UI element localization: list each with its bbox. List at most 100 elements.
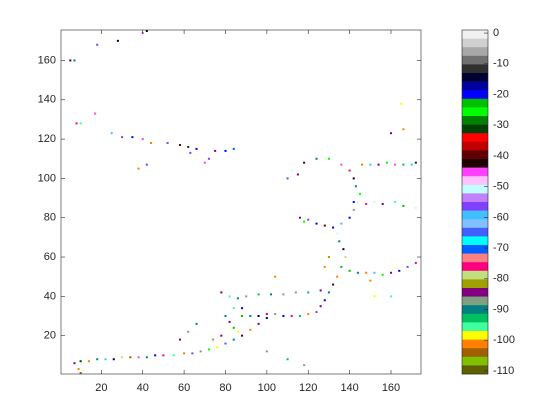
cell	[373, 295, 376, 298]
cell	[232, 147, 235, 150]
colorbar-swatch	[462, 348, 488, 358]
cell	[212, 338, 215, 341]
cell	[121, 136, 124, 139]
cell	[385, 161, 388, 164]
colorbar-tick-label: -110	[493, 365, 514, 377]
cell	[369, 279, 372, 282]
colorbar-tick-label: -100	[493, 334, 515, 346]
cell	[220, 291, 223, 294]
cell	[69, 59, 72, 62]
cell	[77, 368, 80, 371]
cell	[249, 328, 252, 331]
cell	[265, 316, 268, 319]
cell	[131, 136, 134, 139]
colorbar-tick-label: -20	[493, 88, 509, 100]
cell	[241, 315, 244, 317]
cell	[327, 291, 330, 294]
cell	[249, 315, 252, 317]
colorbar-swatch	[462, 219, 488, 229]
cell	[154, 354, 157, 357]
axes-box	[60, 29, 422, 375]
colorbar-swatch	[462, 296, 488, 306]
cell	[332, 283, 335, 286]
cell	[340, 265, 343, 268]
cell	[245, 295, 248, 298]
cell	[402, 163, 405, 166]
y-tick-label: 120	[38, 133, 56, 145]
colorbar-swatch	[462, 81, 488, 91]
cell	[112, 358, 115, 361]
cell	[236, 330, 239, 333]
x-tick-label: 40	[137, 382, 149, 394]
cell	[195, 147, 198, 150]
cell	[178, 338, 181, 341]
cell	[137, 167, 140, 170]
cell	[241, 307, 244, 310]
cell	[286, 177, 289, 180]
colorbar-swatch	[462, 305, 488, 315]
colorbar-swatch	[462, 47, 488, 57]
cell	[402, 204, 405, 207]
x-tick-label: 100	[258, 382, 276, 394]
cell	[356, 271, 359, 274]
cell	[298, 315, 301, 317]
cell	[303, 161, 306, 164]
colorbar-swatch	[462, 159, 488, 168]
colorbar-box	[461, 29, 489, 375]
colorbar-swatch	[462, 30, 488, 39]
cell	[232, 307, 235, 310]
cell	[265, 350, 268, 353]
cell	[96, 43, 99, 46]
cell	[348, 169, 351, 172]
cell	[75, 122, 78, 125]
cell	[294, 291, 297, 294]
y-tick-label: 100	[38, 172, 56, 184]
cell	[327, 256, 330, 259]
cell	[110, 132, 113, 135]
cell	[220, 334, 223, 337]
cell	[344, 256, 347, 259]
cell	[73, 362, 76, 365]
cell	[348, 216, 351, 219]
colorbar-swatch	[462, 98, 488, 108]
cell	[269, 293, 273, 296]
colorbar-swatch	[462, 184, 488, 194]
colorbar-swatch	[462, 253, 488, 263]
x-tick-label: 60	[178, 382, 190, 394]
cell	[307, 218, 310, 221]
cell	[303, 364, 306, 367]
cell	[352, 177, 355, 180]
cell	[116, 39, 119, 42]
colorbar-swatch	[462, 279, 488, 289]
y-tick-label: 160	[38, 54, 56, 66]
colorbar-swatch	[462, 322, 488, 332]
cell	[414, 161, 417, 164]
cell	[73, 59, 76, 62]
cell	[199, 350, 202, 353]
cell	[389, 132, 393, 135]
colorbar-tick-label: -10	[493, 58, 509, 70]
colorbar-swatch	[462, 356, 488, 366]
colorbar-swatch	[462, 331, 488, 340]
cell	[121, 356, 124, 359]
cell	[307, 313, 310, 316]
cell	[336, 232, 339, 235]
cell	[257, 322, 260, 325]
cell	[241, 334, 244, 337]
cell	[398, 269, 401, 272]
cell	[228, 295, 231, 298]
cell	[340, 163, 343, 166]
cell	[207, 157, 210, 160]
cell	[228, 320, 231, 323]
colorbar-swatch	[462, 202, 488, 211]
colorbar: 0 -10 -20 -30 -40 -50 -60 -70 -80 -90 -100 -110	[461, 27, 515, 377]
y-tick-label: 60	[44, 251, 56, 263]
colorbar-swatch	[462, 227, 488, 237]
cell	[402, 128, 405, 131]
cell	[87, 360, 90, 363]
cell	[348, 269, 351, 272]
cell	[352, 201, 355, 203]
x-tick-label: 20	[95, 382, 107, 394]
cell	[414, 261, 417, 264]
